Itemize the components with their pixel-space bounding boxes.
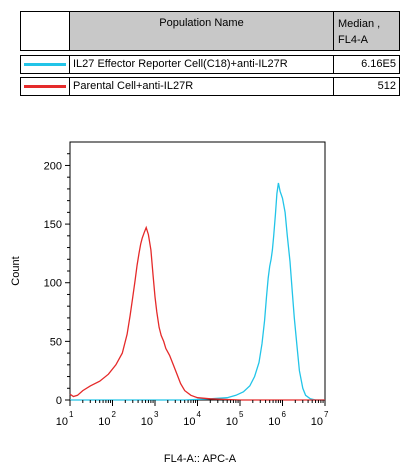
x-tick-label-exponent: 1 bbox=[69, 410, 74, 419]
y-tick-label: 0 bbox=[56, 395, 62, 407]
legend-row-1-name: IL27 Effector Reporter Cell(C18)+anti-IL… bbox=[69, 55, 334, 74]
legend-row-2-color-line bbox=[24, 85, 66, 88]
x-tick-label-exponent: 6 bbox=[282, 410, 287, 419]
x-axis-label: FL4-A:: APC-A bbox=[164, 453, 237, 465]
x-tick-label-exponent: 4 bbox=[197, 410, 202, 419]
legend-row-2-swatch bbox=[20, 77, 70, 96]
series-layer bbox=[69, 182, 325, 401]
legend-header-median-line2: FL4-A bbox=[338, 34, 368, 46]
y-tick-label: 150 bbox=[44, 219, 62, 231]
legend-table: Population Name Median , FL4-A IL27 Effe… bbox=[20, 11, 400, 97]
x-tick-label-base: 10 bbox=[226, 416, 238, 428]
x-tick-label-base: 10 bbox=[56, 416, 68, 428]
legend-row-1-median: 6.16E5 bbox=[333, 55, 400, 74]
legend-row-2-name: Parental Cell+anti-IL27R bbox=[69, 77, 334, 96]
plot-frame bbox=[69, 141, 326, 401]
y-tick-label: 200 bbox=[44, 160, 62, 172]
y-axis-label: Count bbox=[10, 256, 22, 285]
y-tick-label: 100 bbox=[44, 278, 62, 290]
y-tick-label: 50 bbox=[50, 336, 62, 348]
x-tick-label-exponent: 5 bbox=[239, 410, 244, 419]
legend-row-2-median: 512 bbox=[333, 77, 400, 96]
x-tick-label-base: 10 bbox=[98, 416, 110, 428]
legend-row-1-color-line bbox=[24, 63, 66, 66]
x-tick-label-base: 10 bbox=[268, 416, 280, 428]
legend-header-name: Population Name bbox=[69, 11, 334, 51]
x-tick-label-base: 10 bbox=[141, 416, 153, 428]
x-tick-label-exponent: 3 bbox=[154, 410, 159, 419]
x-tick-label-exponent: 2 bbox=[112, 410, 117, 419]
legend-header-median: Median , FL4-A bbox=[333, 11, 400, 51]
x-tick-label-base: 10 bbox=[183, 416, 195, 428]
legend-header-median-line1: Median , bbox=[338, 18, 381, 30]
legend-header-swatch-cell bbox=[20, 11, 70, 51]
x-tick-label-exponent: 7 bbox=[324, 410, 329, 419]
y-axis: 0 50 100 150 200 bbox=[44, 153, 70, 407]
series-line-1 bbox=[70, 182, 325, 401]
x-tick-label-base: 10 bbox=[311, 416, 323, 428]
series-line-2 bbox=[69, 225, 325, 401]
